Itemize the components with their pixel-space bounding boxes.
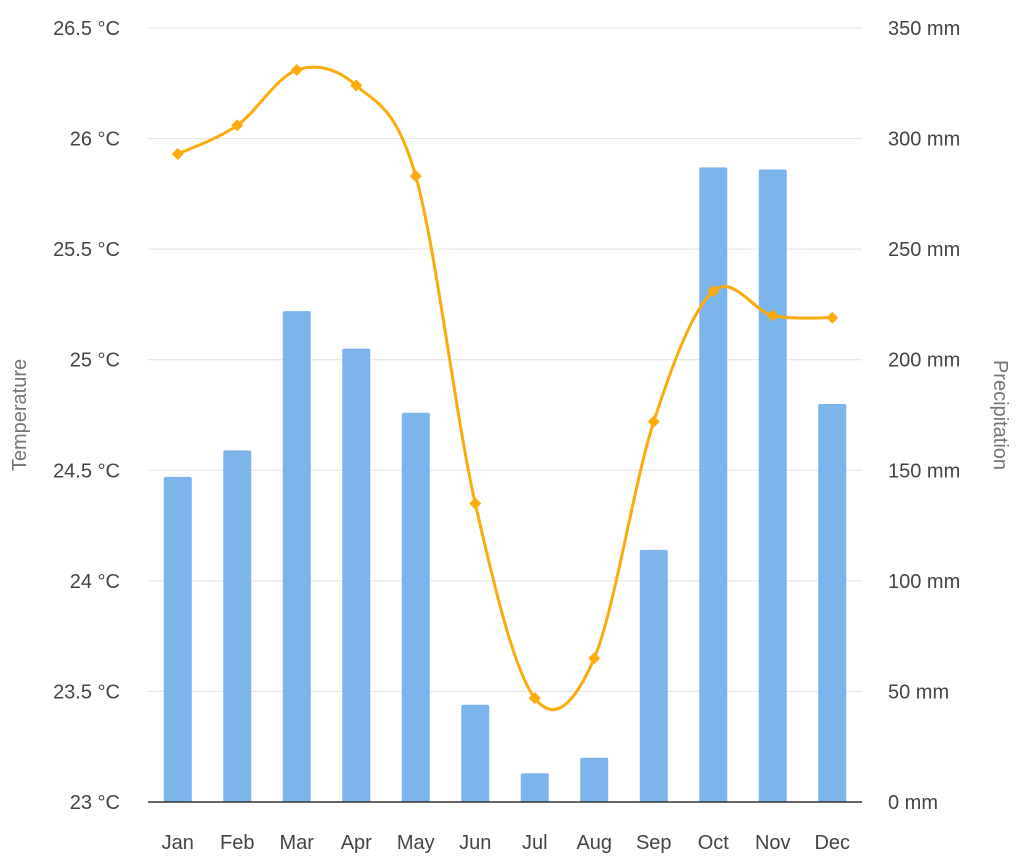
right-tick-label: 300 mm [888,129,960,151]
right-tick-label: 150 mm [888,460,960,482]
bar-jul [520,773,549,802]
bar-nov [758,169,787,802]
x-tick-label: Mar [280,832,315,854]
marker-mar [290,64,303,77]
marker-may [409,170,422,183]
x-axis-ticks: Jan Feb Mar Apr May Jun Jul Aug Sep Oct Nov Dec [162,832,850,854]
temperature-line [177,65,833,711]
left-tick-label: 24 °C [70,571,120,593]
x-tick-label: Jan [162,832,194,854]
marker-jul [528,692,541,705]
marker-nov [766,309,779,322]
bar-feb [223,450,252,802]
marker-oct [707,285,720,298]
bar-sep [639,549,668,802]
bar-may [401,412,430,802]
bar-mar [282,311,311,802]
marker-jan [171,148,184,161]
left-tick-label: 26.5 °C [53,18,120,40]
right-tick-label: 200 mm [888,350,960,372]
x-tick-label: Sep [636,832,672,854]
right-tick-label: 250 mm [888,239,960,261]
x-tick-label: Apr [341,832,372,854]
left-axis-title: Temperature [9,359,31,471]
left-tick-label: 25.5 °C [53,239,120,261]
bar-jan [163,476,192,802]
bar-oct [699,167,728,802]
left-tick-label: 24.5 °C [53,460,120,482]
x-tick-label: Dec [814,832,850,854]
left-tick-label: 23 °C [70,792,120,814]
bar-jun [461,704,490,802]
x-tick-label: May [397,832,435,854]
right-tick-label: 350 mm [888,18,960,40]
marker-jun [469,497,482,510]
bar-aug [580,757,609,802]
right-axis-title: Precipitation [989,360,1011,470]
marker-aug [588,652,601,665]
marker-apr [350,79,363,92]
temperature-markers [171,64,839,705]
left-axis-ticks: 23 °C 23.5 °C 24 °C 24.5 °C 25 °C 25.5 °C 26 °… [53,18,120,814]
x-tick-label: Oct [698,832,730,854]
precipitation-bars [163,167,847,802]
left-tick-label: 23.5 °C [53,681,120,703]
marker-dec [826,311,839,324]
x-tick-label: Nov [755,832,791,854]
marker-feb [231,119,244,132]
x-tick-label: Jul [522,832,548,854]
gridlines [148,27,862,692]
left-tick-label: 26 °C [70,129,120,151]
right-axis-ticks: 0 mm 50 mm 100 mm 150 mm 200 mm 250 mm 300 mm 3… [888,18,960,814]
marker-sep [647,415,660,428]
bar-dec [818,403,847,802]
x-tick-label: Aug [576,832,612,854]
right-tick-label: 0 mm [888,792,938,814]
right-tick-label: 100 mm [888,571,960,593]
left-tick-label: 25 °C [70,350,120,372]
right-tick-label: 50 mm [888,681,949,703]
x-tick-label: Feb [220,832,254,854]
bar-apr [342,348,371,802]
x-tick-label: Jun [459,832,491,854]
